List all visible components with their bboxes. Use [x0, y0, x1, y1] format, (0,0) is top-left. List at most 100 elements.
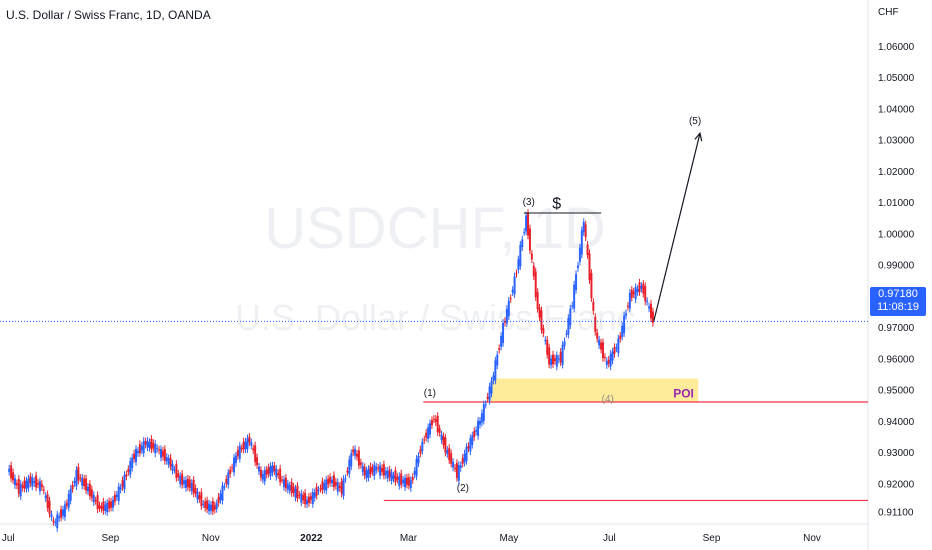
candle-body — [638, 282, 641, 293]
candle-body — [94, 500, 97, 502]
candle-body — [58, 516, 61, 519]
candle-body — [392, 475, 395, 479]
candle-body — [217, 496, 220, 503]
candle-body — [200, 492, 203, 507]
candle-body — [621, 325, 624, 337]
candle-body — [279, 468, 282, 483]
candle-body — [402, 479, 405, 484]
price-tick-label: 0.95000 — [878, 386, 915, 397]
candle-body — [465, 446, 468, 461]
candle-body — [356, 453, 358, 457]
candle-body — [33, 480, 36, 484]
candle-body — [509, 298, 512, 300]
candle-body — [484, 404, 487, 406]
candle-body — [282, 479, 285, 488]
candle-body — [530, 253, 533, 260]
candle-body — [507, 300, 510, 317]
candle-body — [448, 447, 451, 461]
candle-body — [258, 466, 260, 472]
candle-body — [173, 469, 176, 471]
candle-body — [277, 473, 280, 476]
candle-body — [576, 265, 579, 269]
time-tick-label: Sep — [703, 533, 721, 544]
candle-body — [404, 478, 407, 488]
candle-body — [56, 514, 59, 529]
candle-body — [517, 259, 520, 270]
candle-body — [396, 477, 399, 480]
candle-body — [17, 478, 20, 494]
candle-body — [394, 470, 397, 483]
candle-body — [350, 453, 353, 467]
candle-body — [125, 474, 128, 477]
candle-body — [160, 449, 162, 458]
wave-4-label: (4) — [602, 394, 614, 405]
candle-body — [411, 476, 414, 481]
candle-body — [192, 479, 195, 494]
candle-body — [600, 342, 603, 350]
candle-body — [142, 440, 145, 454]
candle-body — [642, 283, 645, 294]
price-tick-label: 0.97000 — [878, 323, 915, 334]
candle-body — [573, 284, 576, 309]
candle-body — [286, 483, 289, 490]
candle-body — [88, 483, 91, 496]
candle-body — [83, 478, 86, 487]
candle-body — [284, 477, 287, 489]
candle-body — [542, 328, 545, 334]
candle-body — [454, 467, 456, 469]
candle-body — [452, 461, 455, 468]
candle-body — [179, 476, 182, 484]
candle-body — [175, 463, 178, 478]
poi-label: POI — [673, 386, 694, 400]
price-tick-label: 0.93000 — [878, 448, 915, 459]
candle-body — [19, 483, 22, 497]
candle-body — [607, 359, 610, 364]
candle-body — [110, 501, 113, 508]
candle-body — [561, 344, 564, 365]
candle-body — [13, 478, 16, 486]
candle-body — [346, 470, 349, 473]
candle-body — [482, 404, 485, 421]
candle-body — [265, 469, 268, 475]
candle-body — [221, 485, 224, 501]
candle-body — [336, 482, 339, 492]
candle-body — [548, 347, 551, 365]
candle-body — [626, 305, 629, 307]
candle-body — [302, 495, 305, 501]
candle-body — [617, 338, 620, 354]
candle-body — [161, 450, 164, 457]
candle-body — [377, 467, 380, 469]
wave-5-label: (5) — [689, 116, 701, 127]
candle-body — [344, 478, 347, 480]
candle-body — [300, 493, 303, 503]
candle-body — [446, 449, 449, 455]
candle-body — [469, 438, 472, 452]
candle-body — [208, 503, 211, 512]
candle-body — [215, 503, 218, 509]
candle-body — [12, 472, 15, 481]
candle-body — [252, 448, 255, 451]
candle-body — [21, 485, 24, 488]
candle-body — [234, 455, 237, 464]
candle-body — [415, 458, 418, 477]
candle-body — [317, 489, 320, 492]
candle-body — [490, 380, 493, 394]
candle-body — [111, 499, 114, 508]
candle-body — [171, 463, 174, 471]
candle-body — [478, 420, 481, 425]
candle-body — [382, 464, 385, 476]
candle-body — [275, 468, 278, 478]
dollar-sign-label: $ — [552, 195, 561, 212]
candle-body — [357, 450, 360, 466]
candle-body — [102, 501, 105, 511]
candle-body — [569, 308, 572, 326]
candle-body — [206, 500, 209, 510]
price-tick-label: 1.06000 — [878, 42, 915, 53]
candle-body — [323, 483, 326, 490]
candle-body — [273, 465, 276, 472]
candle-body — [331, 479, 334, 484]
candle-body — [342, 478, 345, 496]
time-tick-label: Nov — [202, 533, 220, 544]
candle-body — [486, 396, 489, 399]
